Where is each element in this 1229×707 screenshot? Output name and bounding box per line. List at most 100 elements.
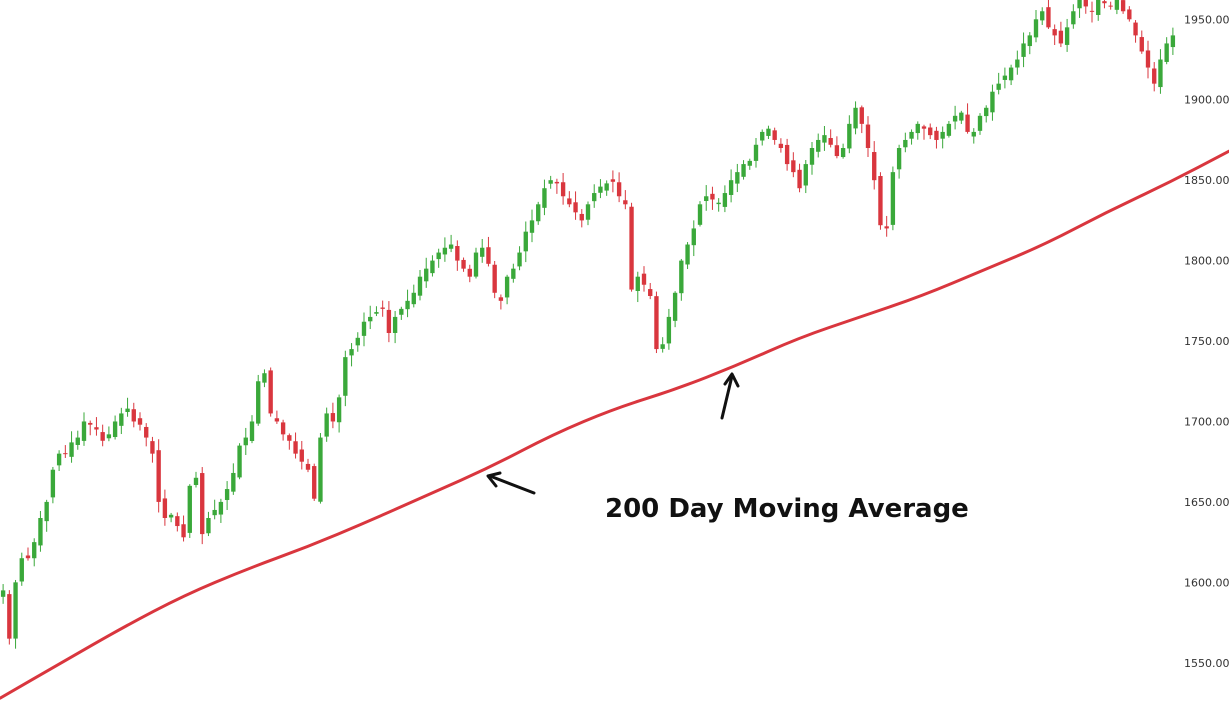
candle-body: [231, 472, 236, 492]
candle: [940, 126, 945, 149]
candle: [280, 419, 286, 441]
candle-body: [1120, 0, 1126, 12]
candle: [984, 105, 989, 123]
candle: [268, 367, 273, 417]
candle-body: [455, 246, 460, 261]
candle-body: [685, 244, 690, 265]
candle-body: [616, 182, 622, 197]
candle: [392, 311, 398, 344]
candle-body: [517, 252, 522, 267]
candle: [504, 274, 510, 305]
candle-body: [965, 114, 970, 132]
candle: [206, 511, 211, 537]
candle: [81, 412, 87, 446]
candle: [262, 369, 267, 388]
candle-body: [654, 296, 659, 350]
candle: [430, 255, 435, 277]
candle: [592, 184, 597, 208]
candle-body: [106, 434, 112, 439]
candle: [162, 489, 168, 526]
candle: [380, 300, 385, 317]
candle-body: [548, 180, 553, 184]
candle: [119, 407, 124, 435]
candle: [448, 234, 454, 253]
candle-body: [168, 514, 174, 518]
candle-body: [81, 421, 87, 441]
candle: [293, 432, 298, 459]
candle: [25, 547, 31, 561]
candle: [884, 215, 889, 237]
candle-body: [1133, 22, 1138, 36]
candle-body: [878, 176, 883, 226]
candle: [324, 407, 329, 442]
candle-body: [1058, 30, 1064, 44]
candle: [193, 471, 199, 488]
candle-body: [112, 421, 118, 438]
candle: [903, 132, 908, 153]
candle-body: [990, 91, 995, 113]
candle: [355, 332, 360, 352]
candle: [144, 423, 149, 447]
candle: [648, 282, 653, 300]
candle-body: [368, 316, 373, 322]
candle-body: [280, 422, 286, 435]
candle: [741, 160, 746, 180]
candle: [455, 240, 460, 271]
candle-body: [25, 555, 31, 559]
candle-body: [1008, 67, 1014, 81]
candle: [865, 116, 871, 158]
candle-body: [747, 160, 752, 166]
candle-body: [915, 123, 920, 134]
candle-body: [884, 226, 889, 229]
candle: [791, 152, 796, 178]
candle: [554, 178, 560, 194]
candle-body: [716, 202, 721, 205]
candle-body: [50, 469, 56, 498]
candle: [915, 121, 920, 140]
candle: [181, 515, 186, 542]
candle-body: [212, 509, 217, 516]
candle: [374, 306, 379, 317]
candle-body: [287, 435, 292, 441]
candle-body: [504, 276, 510, 298]
candle-body: [741, 164, 746, 177]
candle-body: [834, 145, 840, 157]
candle-body: [268, 370, 273, 414]
candle-body: [778, 143, 784, 148]
candle-body: [63, 453, 68, 455]
candle: [13, 579, 18, 649]
candle-body: [598, 186, 603, 193]
candle-body: [193, 477, 199, 485]
candle-body: [467, 268, 472, 277]
candle-body: [629, 206, 634, 290]
candle: [654, 291, 659, 354]
candle-body: [542, 188, 547, 208]
candle-body: [237, 445, 242, 478]
candle: [1108, 1, 1113, 10]
candle-body: [1077, 0, 1082, 9]
candle-body: [1027, 35, 1032, 47]
candle-body: [648, 289, 653, 296]
candle-body: [890, 172, 896, 225]
candle: [287, 433, 292, 450]
candle: [168, 512, 174, 523]
candle: [1046, 0, 1051, 29]
candle-body: [753, 144, 759, 161]
candle: [909, 129, 914, 145]
candle: [486, 236, 491, 267]
candle: [1152, 62, 1157, 92]
candle-body: [1021, 43, 1026, 57]
candle-body: [461, 259, 466, 269]
candle: [243, 427, 248, 455]
candle-body: [361, 321, 367, 336]
candle-body: [803, 164, 808, 186]
candle: [753, 138, 759, 168]
candle-body: [411, 292, 416, 305]
candle-body: [847, 123, 852, 149]
candle: [112, 415, 118, 440]
arrow-icon: [486, 471, 536, 495]
candle-body: [735, 172, 740, 184]
candle: [237, 443, 242, 480]
candle: [424, 257, 429, 288]
